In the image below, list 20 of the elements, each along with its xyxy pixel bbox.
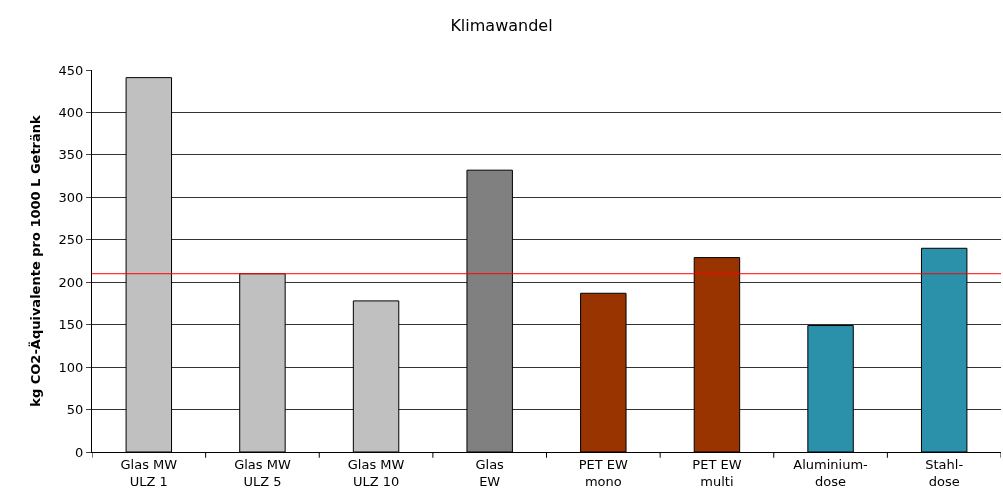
y-tick-label: 100 xyxy=(58,359,84,375)
x-tick-label: Glas EW xyxy=(475,456,505,489)
x-tick-label: PET EW mono xyxy=(578,456,629,489)
y-tick-label: 250 xyxy=(58,232,84,248)
y-tick-label: 350 xyxy=(58,147,84,163)
y-tick-label: 50 xyxy=(66,402,84,418)
chart-title: Klimawandel xyxy=(450,16,553,36)
y-tick-label: 150 xyxy=(58,317,84,333)
x-tick-label: Stahl- dose xyxy=(925,456,964,489)
y-tick-label: 300 xyxy=(58,189,84,205)
x-tick-label: Aluminium- dose xyxy=(793,456,869,489)
y-tick-label: 0 xyxy=(75,444,84,460)
x-tick-label: PET EW multi xyxy=(692,456,742,489)
y-axis-title: kg CO2-Äquivalente pro 1000 L Getränk xyxy=(27,114,43,407)
y-tick-label: 200 xyxy=(58,274,84,290)
x-tick-label: Glas MW ULZ 10 xyxy=(347,456,405,489)
x-tick-label: Glas MW ULZ 5 xyxy=(234,456,291,489)
y-tick-label: 400 xyxy=(58,104,84,120)
y-tick-label: 450 xyxy=(58,62,84,78)
x-tick-label: Glas MW ULZ 1 xyxy=(120,456,178,489)
